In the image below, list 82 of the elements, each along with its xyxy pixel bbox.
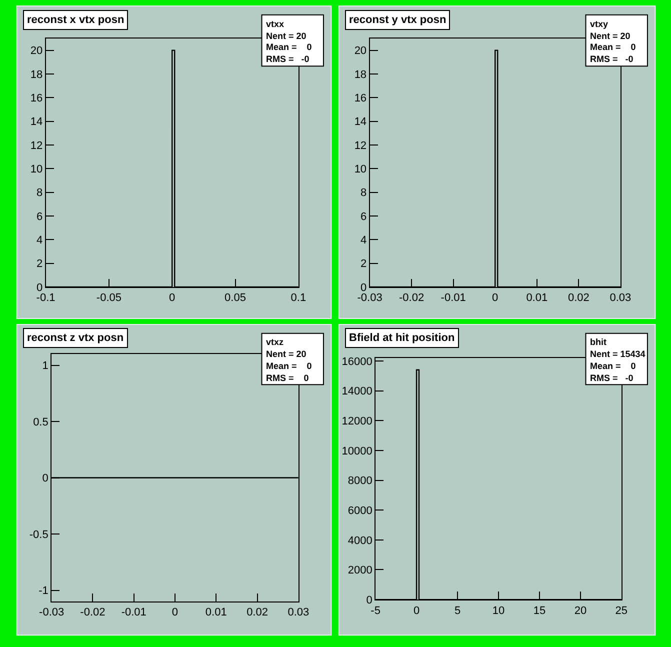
x-tick-label: 0 — [172, 606, 178, 619]
x-tick-label: -0.01 — [440, 292, 466, 304]
annotation: RMS = -0 — [266, 54, 310, 64]
y-tick-label: 2 — [36, 258, 43, 270]
y-tick-label: 4 — [36, 234, 43, 246]
y-tick-label: 8000 — [348, 475, 372, 488]
y-tick-label: 16000 — [342, 356, 372, 368]
annotation: Nent = 20 — [590, 31, 630, 41]
y-tick-label: 10000 — [342, 445, 372, 458]
x-tick-label: 10 — [492, 604, 505, 617]
y-tick-label: 20 — [354, 45, 367, 58]
y-tick-label: 18 — [354, 68, 367, 81]
y-tick-label: 8 — [360, 187, 367, 200]
x-tick-label: 0.02 — [568, 292, 590, 304]
y-tick-label: 10 — [30, 163, 43, 176]
x-tick-label: 20 — [574, 604, 587, 617]
text: bhit — [590, 337, 606, 347]
x-tick-label: -5 — [370, 604, 380, 617]
x-tick-label: 0.02 — [246, 606, 268, 619]
y-tick-label: 2 — [360, 258, 367, 270]
annotation: RMS = 0 — [266, 373, 309, 383]
y-tick-label: 12000 — [342, 415, 372, 428]
y-tick-label: 0.5 — [33, 416, 48, 428]
y-tick-label: 14 — [30, 116, 43, 128]
annotation: Mean = 0 — [266, 42, 312, 52]
y-tick-label: 4 — [360, 234, 367, 246]
x-tick-label: -0.02 — [80, 606, 106, 619]
y-tick-label: 14000 — [342, 386, 372, 398]
text: vtxz — [266, 337, 284, 347]
chart-title: Bfield at hit position — [349, 332, 455, 344]
y-tick-label: 1 — [42, 360, 48, 372]
y-tick-label: 18 — [30, 68, 43, 81]
x-tick-label: 0.03 — [610, 292, 632, 304]
text: vtxy — [590, 19, 608, 29]
y-tick-label: 0 — [36, 282, 43, 294]
chart-title: reconst x vtx posn — [27, 14, 124, 26]
chart-title: reconst y vtx posn — [349, 14, 446, 26]
y-tick-label: 6 — [360, 210, 367, 223]
x-tick-label: 15 — [533, 604, 546, 617]
y-tick-label: 20 — [30, 45, 43, 58]
x-tick-label: -0.05 — [96, 292, 122, 304]
chart-title: reconst z vtx posn — [27, 332, 124, 344]
x-tick-label: -0.03 — [39, 606, 64, 619]
y-tick-label: 0 — [360, 282, 367, 294]
annotation: Nent = 15434 — [590, 349, 646, 359]
y-tick-label: 16 — [354, 92, 367, 105]
annotation: Mean = 0 — [590, 361, 636, 371]
annotation: Nent = 20 — [266, 31, 306, 41]
x-tick-label: 0 — [169, 292, 176, 304]
x-tick-label: 0.1 — [290, 292, 306, 304]
annotation: RMS = -0 — [590, 373, 634, 383]
y-tick-label: 6000 — [348, 504, 372, 517]
x-tick-label: -0.01 — [121, 606, 146, 619]
y-tick-label: 0 — [366, 594, 372, 606]
y-tick-label: 10 — [354, 163, 367, 176]
y-tick-label: 2000 — [348, 564, 372, 577]
y-tick-label: 12 — [354, 140, 367, 152]
annotation: Mean = 0 — [266, 361, 312, 371]
y-tick-label: 0 — [42, 472, 48, 485]
x-tick-label: 0.01 — [526, 292, 548, 304]
y-tick-label: 16 — [30, 92, 43, 105]
y-tick-label: 6 — [36, 210, 43, 223]
y-tick-label: -0.5 — [29, 528, 48, 541]
x-tick-label: 0 — [413, 604, 420, 617]
x-tick-label: 0.01 — [205, 606, 227, 619]
y-tick-label: -1 — [38, 585, 48, 598]
x-tick-label: -0.02 — [399, 292, 424, 304]
x-tick-label: 0.05 — [224, 292, 246, 304]
text: vtxx — [266, 19, 284, 29]
annotation: Nent = 20 — [266, 349, 306, 359]
x-tick-label: 0 — [492, 292, 498, 304]
x-tick-label: 5 — [454, 604, 461, 617]
x-tick-label: 25 — [615, 604, 628, 617]
y-tick-label: 14 — [354, 116, 367, 128]
annotation: RMS = -0 — [590, 54, 634, 64]
y-tick-label: 4000 — [348, 534, 372, 547]
x-tick-label: -0.1 — [36, 292, 56, 304]
y-tick-label: 8 — [36, 187, 43, 200]
x-tick-label: -0.03 — [357, 292, 382, 304]
x-tick-label: 0.03 — [288, 606, 310, 619]
y-tick-label: 12 — [30, 140, 43, 152]
annotation: Mean = 0 — [590, 42, 636, 52]
